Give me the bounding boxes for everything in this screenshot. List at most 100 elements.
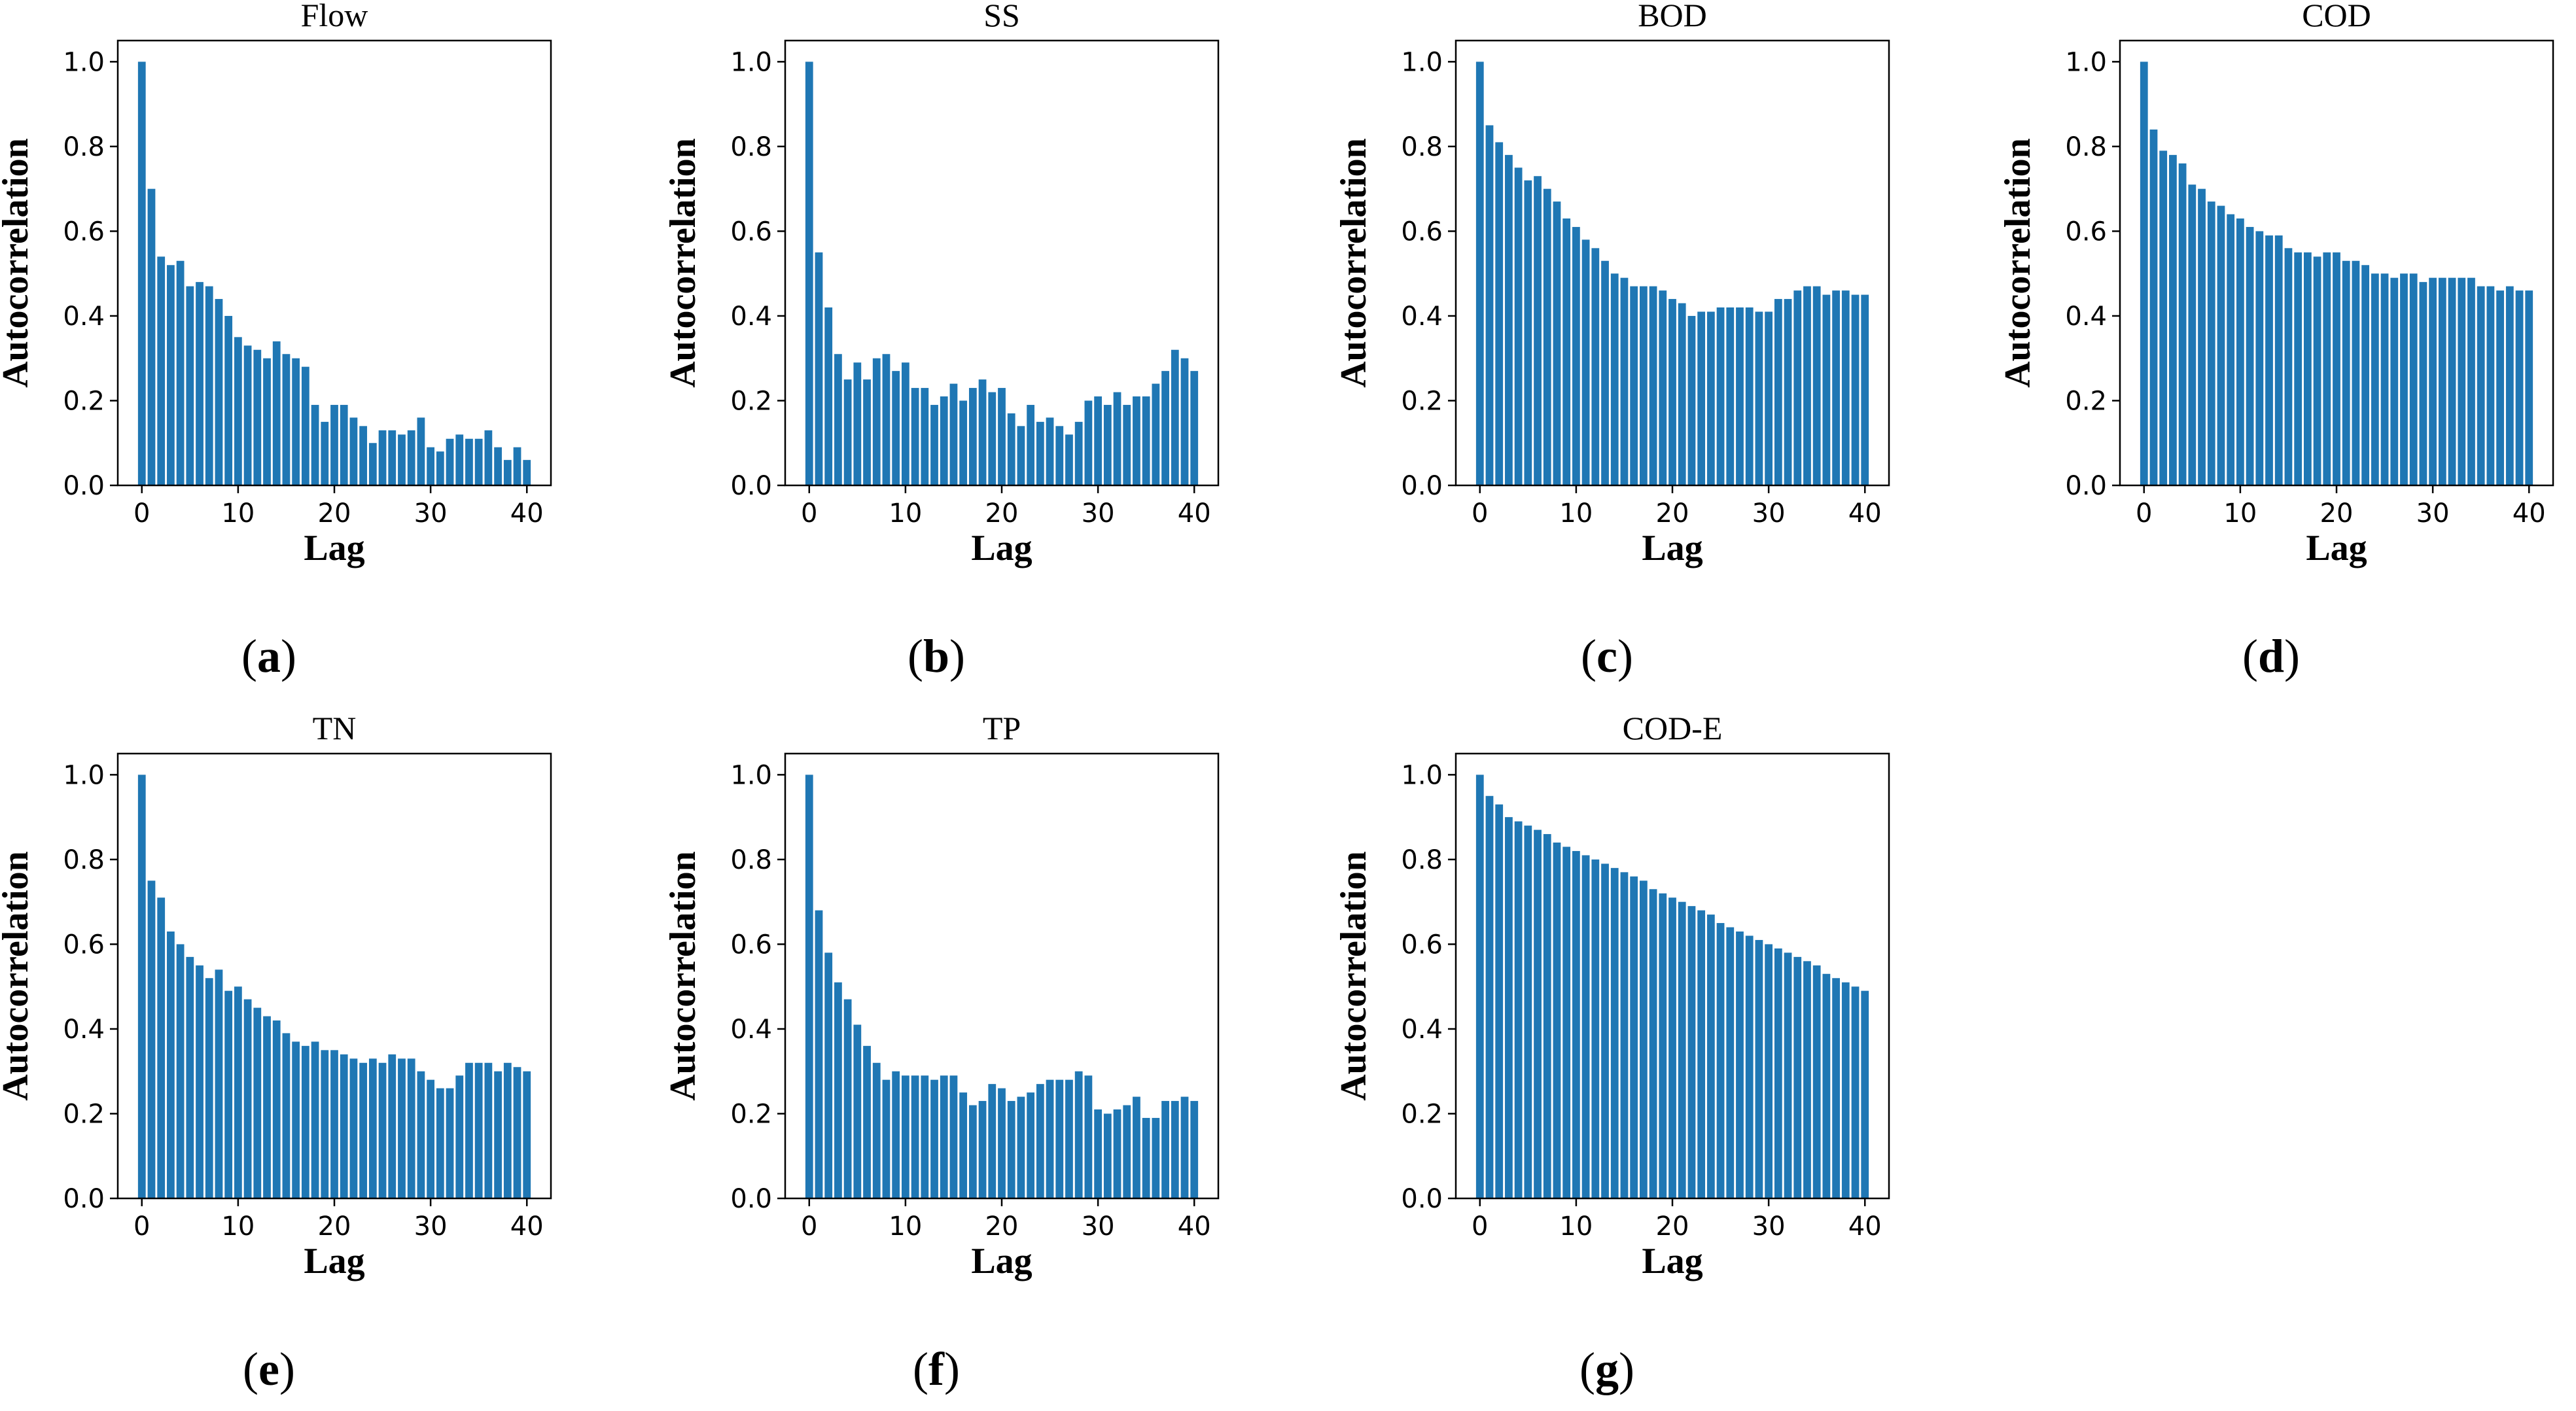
bar <box>2323 252 2331 485</box>
bar <box>215 969 223 1198</box>
bar <box>167 265 175 485</box>
bar <box>2294 252 2303 485</box>
bar <box>1678 303 1686 485</box>
x-tick-label: 40 <box>1848 1211 1882 1242</box>
bar <box>2409 273 2418 485</box>
bar <box>1610 273 1619 485</box>
bar <box>1851 986 1860 1198</box>
bar <box>427 1079 434 1198</box>
y-tick-label: 0.4 <box>63 1015 105 1045</box>
bar <box>1534 176 1542 485</box>
bar <box>378 1062 387 1198</box>
bar <box>1475 775 1484 1198</box>
bar <box>1152 383 1160 485</box>
x-tick-label: 30 <box>1082 498 1115 529</box>
y-tick-label: 1.0 <box>63 760 105 790</box>
y-tick-label: 0.2 <box>63 386 105 416</box>
x-tick-label: 10 <box>889 498 922 529</box>
bar <box>1505 817 1513 1198</box>
bar <box>1630 286 1638 485</box>
bar <box>1572 850 1580 1198</box>
bar <box>1620 277 1629 485</box>
bar <box>843 379 852 485</box>
bar <box>1745 935 1754 1198</box>
bar <box>243 345 252 485</box>
bar <box>446 1088 454 1198</box>
bar <box>1036 421 1044 485</box>
bar <box>272 341 281 485</box>
x-tick-label: 10 <box>889 1211 922 1242</box>
bar <box>176 944 185 1198</box>
bar <box>843 999 852 1198</box>
bar <box>1113 1109 1121 1198</box>
bar <box>2217 205 2225 485</box>
bar <box>1161 371 1169 485</box>
x-axis-label: Lag <box>971 528 1032 568</box>
bar <box>2438 277 2446 485</box>
bar <box>455 434 464 485</box>
chart-title: Flow <box>301 0 368 33</box>
bar <box>2159 150 2168 485</box>
bar <box>243 999 252 1198</box>
bar <box>465 1062 473 1198</box>
bar <box>1180 1096 1189 1198</box>
y-tick-label: 0.2 <box>730 1099 772 1129</box>
bar <box>2227 214 2235 485</box>
bar <box>1649 286 1657 485</box>
bar <box>2419 282 2427 485</box>
x-tick-label: 40 <box>2513 498 2546 529</box>
bar <box>824 952 833 1198</box>
chart-panel-flow: 0 10 20 30 40 0.0 0.2 0.4 0.6 0.8 1.0 Flow Lag Autoco… <box>0 0 552 682</box>
bar <box>892 371 900 485</box>
y-tick-label: 0.2 <box>2065 386 2107 416</box>
y-tick-label: 1.0 <box>1401 47 1443 77</box>
x-tick-label: 20 <box>2320 498 2354 529</box>
bar <box>147 188 156 485</box>
bar <box>398 1058 406 1198</box>
bar <box>1581 239 1590 485</box>
bar <box>872 358 881 485</box>
chart-panel-tn: 0 10 20 30 40 0.0 0.2 0.4 0.6 0.8 1.0 TN Lag Autocorr… <box>0 710 552 1395</box>
bar <box>968 388 977 485</box>
panel-label: (c) <box>1581 630 1633 682</box>
bar <box>978 1101 987 1198</box>
bar <box>1190 1101 1199 1198</box>
bar <box>484 1062 493 1198</box>
bar <box>959 400 968 485</box>
y-tick-label: 0.0 <box>1401 1184 1443 1214</box>
bar <box>1755 939 1763 1198</box>
x-tick-label: 20 <box>318 498 351 529</box>
y-tick-label: 0.6 <box>2065 217 2107 247</box>
x-tick-label: 0 <box>133 498 150 529</box>
x-tick-label: 0 <box>1472 1211 1488 1242</box>
bar <box>1572 226 1580 485</box>
bar <box>1161 1101 1169 1198</box>
bar <box>186 286 194 485</box>
chart-title: SS <box>983 0 1020 33</box>
bar <box>330 1050 338 1198</box>
bar <box>340 404 348 485</box>
bar <box>949 1075 958 1198</box>
y-axis-label: Autocorrelation <box>663 138 703 388</box>
bar <box>1668 299 1676 485</box>
bar <box>1171 1101 1179 1198</box>
bar <box>1524 180 1532 485</box>
bar <box>1055 426 1064 485</box>
y-tick-label: 0.4 <box>730 302 772 332</box>
bar <box>417 417 425 485</box>
chart-title: TN <box>313 710 357 746</box>
bar <box>1553 843 1561 1198</box>
y-tick-label: 0.6 <box>63 930 105 960</box>
bar <box>911 388 919 485</box>
bar <box>834 354 842 485</box>
bar <box>234 337 242 485</box>
bar <box>2178 163 2187 485</box>
bar <box>301 366 309 485</box>
bar <box>1841 982 1850 1198</box>
bar <box>1793 956 1802 1198</box>
bar <box>1668 897 1676 1198</box>
bar <box>1620 872 1629 1198</box>
bar <box>998 1088 1006 1198</box>
chart-title: BOD <box>1638 0 1707 33</box>
chart-panel-ss: 0 10 20 30 40 0.0 0.2 0.4 0.6 0.8 1.0 SS Lag Autocorr… <box>663 0 1220 682</box>
